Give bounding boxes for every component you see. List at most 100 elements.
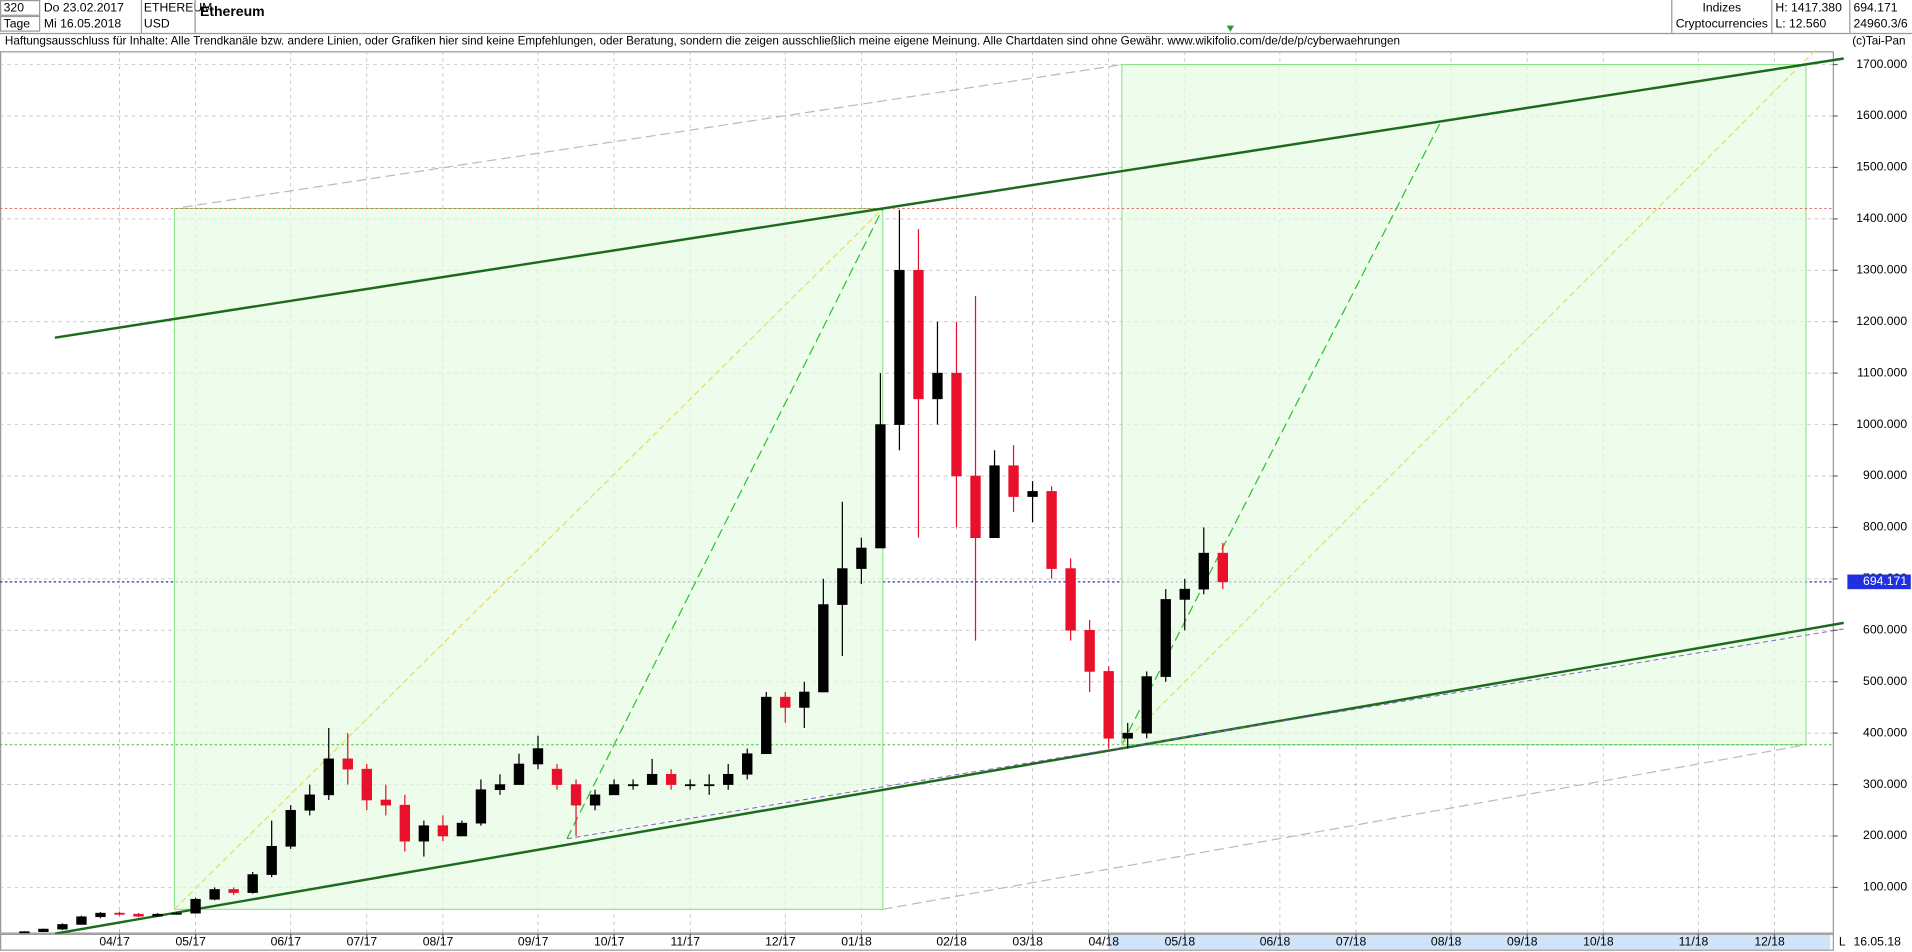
candle-body bbox=[818, 604, 829, 693]
y-tick-label: 1300.000 bbox=[1856, 263, 1907, 277]
candle-body bbox=[228, 889, 239, 893]
candle-body bbox=[989, 465, 1000, 539]
last-price-label: 694.171 bbox=[1863, 574, 1907, 588]
last: 694.171 bbox=[1853, 1, 1897, 15]
dashed-line bbox=[882, 744, 1807, 910]
trend-line-upper bbox=[54, 57, 1844, 339]
copyright: (c)Tai-Pan bbox=[1852, 35, 1905, 48]
candle-body bbox=[951, 372, 962, 477]
interval-box[interactable] bbox=[0, 0, 41, 16]
candle-body bbox=[799, 691, 810, 708]
group: Indizes bbox=[1702, 1, 1741, 15]
unit-box[interactable] bbox=[0, 15, 41, 32]
candle-body bbox=[1179, 588, 1190, 600]
candle-body bbox=[627, 784, 639, 787]
dashed-line bbox=[566, 628, 1844, 840]
candle-body bbox=[837, 568, 848, 605]
y-tick-label: 1200.000 bbox=[1856, 314, 1907, 328]
candle-body bbox=[1008, 465, 1019, 497]
candle-body bbox=[57, 924, 68, 930]
high: H: 1417.380 bbox=[1775, 1, 1842, 15]
candle-body bbox=[570, 784, 582, 806]
x-tick-label: 06/17 bbox=[271, 934, 302, 948]
candle-body bbox=[513, 763, 525, 785]
candle-body bbox=[494, 784, 506, 791]
candle-body bbox=[380, 799, 391, 806]
y-tick-label: 1700.000 bbox=[1856, 57, 1907, 71]
marker bbox=[1226, 25, 1235, 32]
x-tick-label: 04/18 bbox=[1089, 934, 1120, 948]
candle-body bbox=[114, 912, 125, 915]
candle-body bbox=[742, 753, 753, 775]
trend-line-lower bbox=[54, 621, 1844, 935]
candle-body bbox=[1065, 568, 1076, 631]
candle-body bbox=[209, 889, 220, 900]
x-tick-label: 02/18 bbox=[936, 934, 967, 948]
candle-body bbox=[1122, 732, 1133, 739]
x-tick-label: 09/17 bbox=[518, 934, 549, 948]
candle-body bbox=[970, 475, 981, 539]
candle-body bbox=[418, 825, 430, 842]
header: 320 Do 23.02.2017 Tage Mi 16.05.2018 ETH… bbox=[0, 0, 1912, 35]
candle-body bbox=[133, 913, 144, 917]
candle-body bbox=[589, 794, 601, 806]
axes: 16.05.18 L 100.000 200.000 300.000 400.000 5… bbox=[0, 57, 1911, 951]
x-tick-label: 08/17 bbox=[423, 934, 454, 948]
subgroup: Cryptocurrencies bbox=[1676, 17, 1768, 31]
dashed-line bbox=[182, 64, 1122, 208]
x-tick-label: 10/17 bbox=[594, 934, 625, 948]
y-tick-label: 500.000 bbox=[1863, 674, 1907, 688]
low: L: 12.560 bbox=[1775, 17, 1826, 31]
candle-body bbox=[266, 845, 277, 875]
y-tick-label: 300.000 bbox=[1863, 777, 1907, 791]
candle-body bbox=[780, 696, 791, 708]
unit[interactable]: Tage bbox=[4, 17, 31, 31]
candle-body bbox=[761, 696, 772, 755]
candle-body bbox=[684, 784, 696, 787]
y-tick-label: 1100.000 bbox=[1857, 365, 1907, 379]
x-tick-label: 11/17 bbox=[670, 934, 700, 948]
candle-body bbox=[551, 768, 563, 785]
candle-body bbox=[646, 773, 658, 785]
x-tick-label: 01/18 bbox=[841, 934, 872, 948]
candle-body bbox=[665, 773, 677, 785]
x-tick-label: 11/18 bbox=[1679, 934, 1709, 948]
y-tick-label: 1500.000 bbox=[1856, 160, 1907, 174]
dashed-line bbox=[173, 208, 884, 910]
x-tick-label: 12/18 bbox=[1754, 934, 1785, 948]
y-tick-label: 100.000 bbox=[1863, 880, 1907, 894]
x-tick-label: 05/17 bbox=[175, 934, 206, 948]
candle-body bbox=[152, 913, 163, 917]
dashed-line bbox=[1121, 48, 1818, 746]
candle-body bbox=[1084, 629, 1095, 672]
candle-body bbox=[38, 928, 49, 932]
x-tick-label: 10/18 bbox=[1583, 934, 1614, 948]
candle-body bbox=[361, 768, 372, 801]
x-tick-label: 09/18 bbox=[1507, 934, 1538, 948]
candle-body bbox=[875, 424, 886, 549]
candle-body bbox=[323, 758, 334, 796]
candle-body bbox=[1141, 676, 1152, 734]
candle-body bbox=[723, 773, 734, 785]
x-tick-label: 08/18 bbox=[1431, 934, 1462, 948]
y-tick-label: 900.000 bbox=[1863, 468, 1907, 482]
x-tick-label: 07/18 bbox=[1336, 934, 1367, 948]
candles bbox=[19, 209, 1228, 934]
last-price-box bbox=[1847, 574, 1911, 590]
candle-body bbox=[932, 372, 943, 400]
y-tick-label: 1000.000 bbox=[1856, 417, 1907, 431]
x-tick-label: 03/18 bbox=[1012, 934, 1043, 948]
start-date: Do 23.02.2017 bbox=[44, 1, 124, 15]
chart-title: Ethereum bbox=[200, 3, 265, 19]
candle-body bbox=[456, 822, 468, 837]
candle-body bbox=[532, 748, 544, 765]
interval[interactable]: 320 bbox=[4, 1, 25, 15]
candle-body bbox=[475, 789, 487, 824]
candle-body bbox=[190, 898, 201, 914]
candle-body bbox=[1027, 491, 1038, 497]
candle-body bbox=[285, 809, 296, 847]
y-tick-label: 1600.000 bbox=[1856, 108, 1907, 122]
candle-body bbox=[913, 269, 924, 400]
candle-body bbox=[894, 269, 905, 425]
